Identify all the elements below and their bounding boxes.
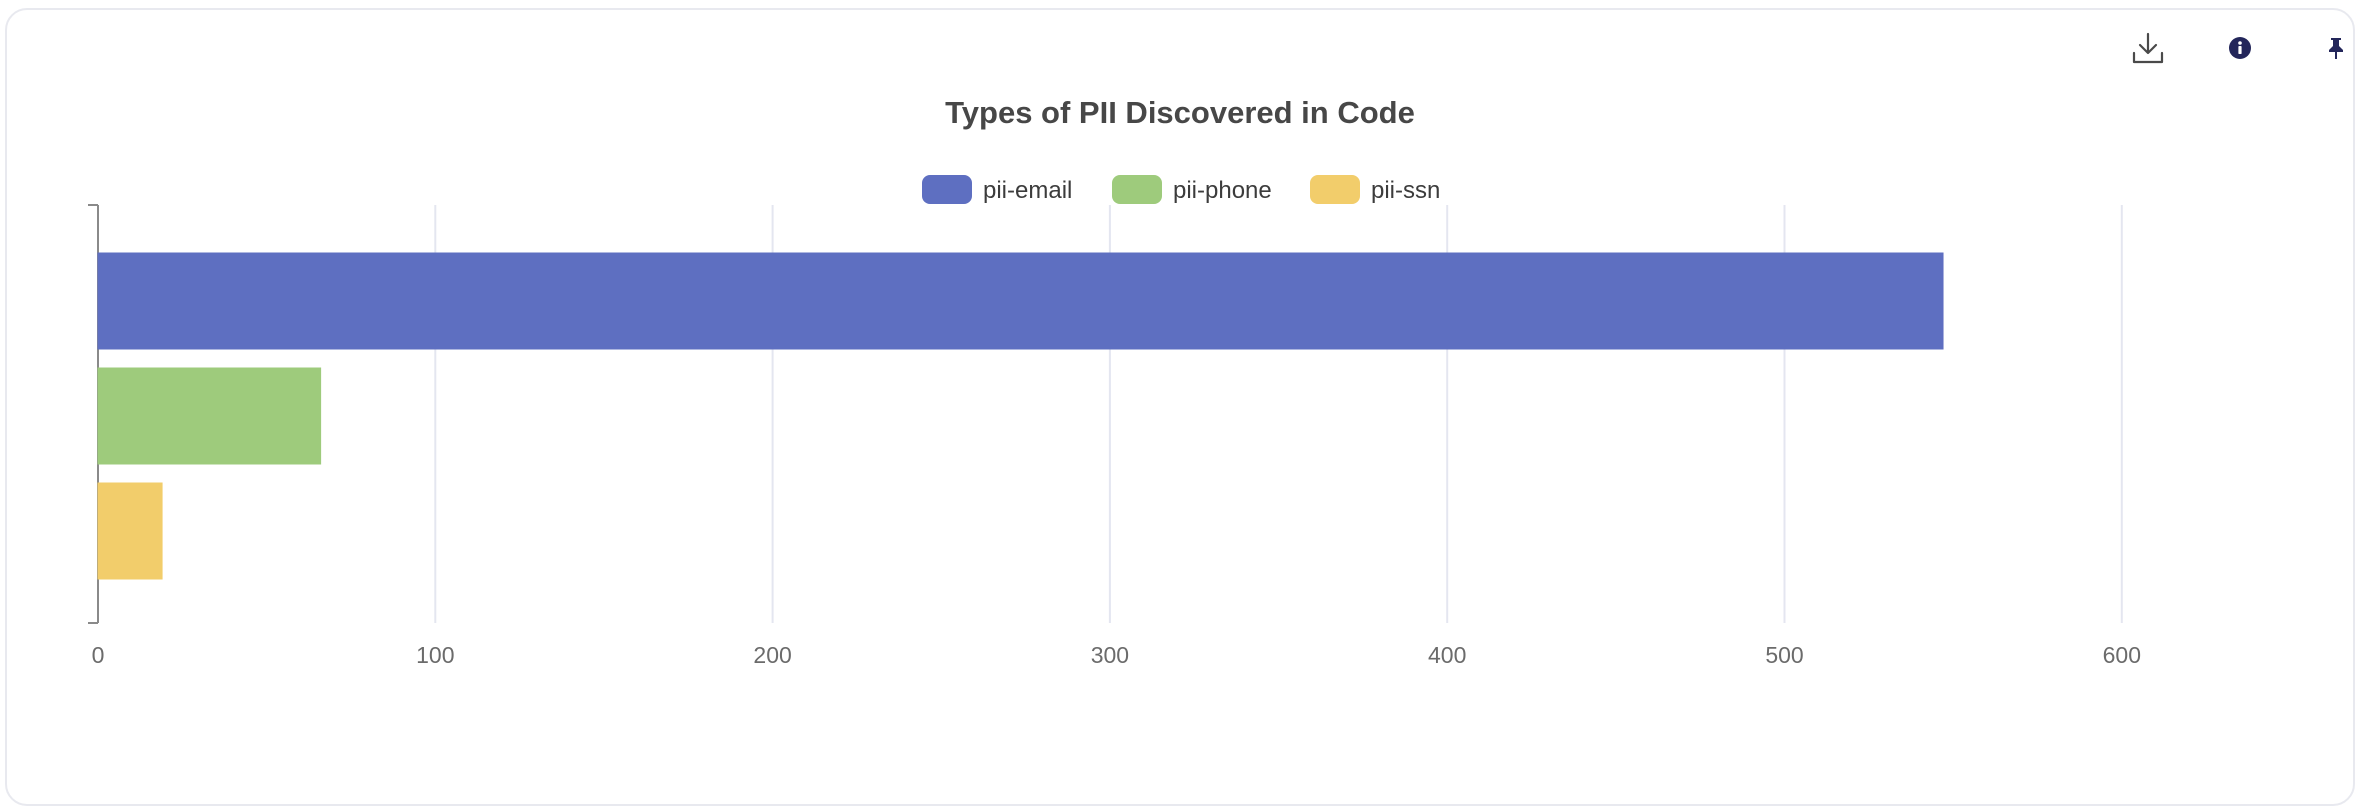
legend-label: pii-email bbox=[983, 177, 1072, 204]
download-icon bbox=[2132, 32, 2164, 64]
bar-pii-phone[interactable]: pii-phone: 66 bbox=[97, 367, 322, 465]
x-axis-ticks: 0 100 200 300 400 500 600 bbox=[92, 642, 2141, 668]
pin-button[interactable] bbox=[2318, 30, 2354, 66]
legend-item-pii-ssn[interactable]: pii-ssn bbox=[1310, 175, 1440, 204]
download-button[interactable] bbox=[2120, 26, 2176, 70]
legend-item-pii-email[interactable]: pii-email bbox=[922, 175, 1072, 204]
legend-label: pii-ssn bbox=[1371, 177, 1440, 204]
info-icon bbox=[2229, 37, 2251, 59]
chart-title: Types of PII Discovered in Code bbox=[945, 95, 1415, 130]
bar-pii-ssn[interactable]: pii-ssn: 19 bbox=[97, 482, 163, 580]
x-tick-label: 100 bbox=[416, 642, 454, 668]
x-tick-label: 500 bbox=[1765, 642, 1803, 668]
legend-swatch bbox=[1310, 175, 1360, 204]
legend-swatch bbox=[922, 175, 972, 204]
legend: pii-email pii-phone pii-ssn bbox=[922, 175, 1440, 204]
y-axis bbox=[88, 204, 99, 624]
x-tick-label: 300 bbox=[1091, 642, 1129, 668]
legend-swatch bbox=[1112, 175, 1162, 204]
bars: pii-email: 547 pii-phone: 66 pii-ssn: 19 bbox=[97, 252, 1944, 580]
x-tick-label: 200 bbox=[753, 642, 791, 668]
x-tick-label: 0 bbox=[92, 642, 105, 668]
x-tick-label: 400 bbox=[1428, 642, 1466, 668]
legend-label: pii-phone bbox=[1173, 177, 1272, 204]
chart-card bbox=[5, 8, 2355, 806]
bar-pii-email[interactable]: pii-email: 547 bbox=[97, 252, 1944, 350]
legend-item-pii-phone[interactable]: pii-phone bbox=[1112, 175, 1272, 204]
pin-icon bbox=[2329, 38, 2343, 59]
x-tick-label: 600 bbox=[2103, 642, 2141, 668]
info-button[interactable] bbox=[2222, 30, 2258, 66]
